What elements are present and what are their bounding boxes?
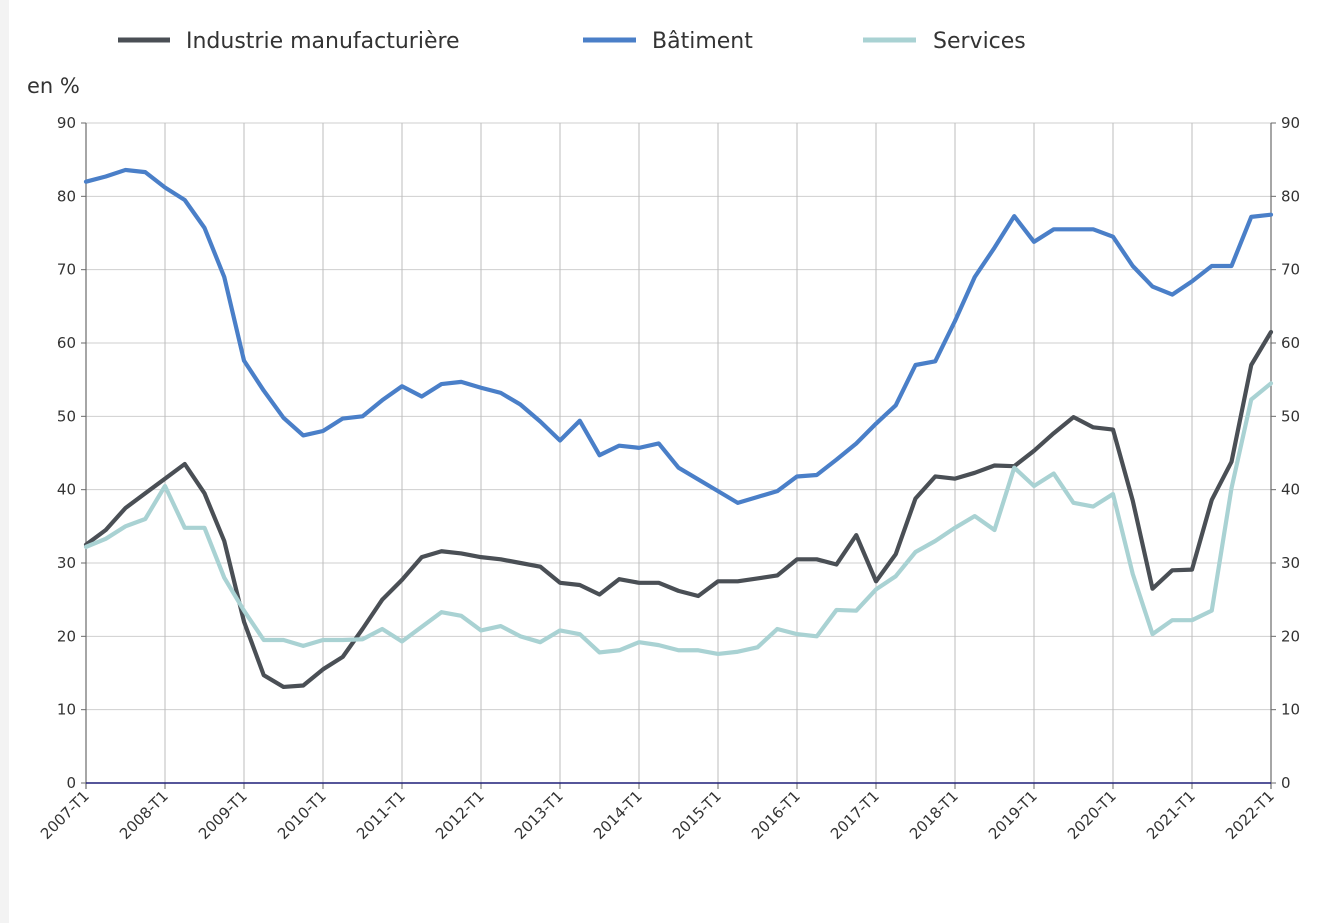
y-tick-label-left-30: 30: [57, 554, 76, 572]
x-tick-label-8: 2015-T1: [669, 787, 725, 843]
series-line-0: [83, 329, 1274, 690]
x-tick-label-11: 2018-T1: [906, 787, 962, 843]
y-tick-label-right-90: 90: [1281, 114, 1300, 132]
unit-label: en %: [27, 74, 80, 98]
tick-labels: 0 0 10 10 20 20 30 30 40 40 50 50 60 60 70 70 80 80 90 90 20…: [37, 114, 1300, 843]
y-tick-label-left-40: 40: [57, 481, 76, 499]
y-tick-label-left-50: 50: [57, 407, 76, 425]
y-tick-label-right-20: 20: [1281, 627, 1300, 645]
x-tick-label-15: 2022-T1: [1222, 787, 1278, 843]
x-tick-label-4: 2011-T1: [353, 787, 409, 843]
x-tick-label-12: 2019-T1: [985, 787, 1041, 843]
page-left-border: [0, 0, 9, 923]
x-tick-label-2: 2009-T1: [195, 787, 251, 843]
y-tick-label-right-30: 30: [1281, 554, 1300, 572]
grid: [86, 122, 1271, 783]
x-tick-label-3: 2010-T1: [274, 787, 330, 843]
y-tick-label-left-60: 60: [57, 334, 76, 352]
y-tick-label-right-70: 70: [1281, 261, 1300, 279]
y-tick-label-right-80: 80: [1281, 187, 1300, 205]
y-tick-label-right-0: 0: [1281, 774, 1291, 792]
series-line-1: [83, 167, 1274, 505]
y-tick-label-left-70: 70: [57, 261, 76, 279]
x-tick-label-9: 2016-T1: [748, 787, 804, 843]
y-tick-label-left-90: 90: [57, 114, 76, 132]
legend-label-2: Services: [933, 29, 1026, 54]
x-tick-label-13: 2020-T1: [1064, 787, 1120, 843]
x-tick-label-6: 2013-T1: [511, 787, 567, 843]
y-tick-label-left-20: 20: [57, 627, 76, 645]
y-tick-label-right-10: 10: [1281, 701, 1300, 719]
y-tick-label-left-80: 80: [57, 187, 76, 205]
y-tick-label-right-60: 60: [1281, 334, 1300, 352]
legend-label-1: Bâtiment: [652, 29, 753, 54]
x-tick-label-10: 2017-T1: [827, 787, 883, 843]
legend: Industrie manufacturière Bâtiment Services: [118, 29, 1026, 54]
x-tick-label-14: 2021-T1: [1143, 787, 1199, 843]
legend-label-0: Industrie manufacturière: [186, 29, 460, 54]
x-tick-label-5: 2012-T1: [432, 787, 488, 843]
x-tick-label-0: 2007-T1: [37, 787, 93, 843]
y-tick-label-left-10: 10: [57, 701, 76, 719]
x-tick-label-1: 2008-T1: [116, 787, 172, 843]
y-tick-label-right-50: 50: [1281, 407, 1300, 425]
x-tick-label-7: 2014-T1: [590, 787, 646, 843]
y-tick-label-left-0: 0: [66, 774, 76, 792]
series-line-2: [83, 381, 1274, 657]
y-tick-label-right-40: 40: [1281, 481, 1300, 499]
axes: [81, 122, 1276, 789]
series-lines: [83, 167, 1274, 690]
